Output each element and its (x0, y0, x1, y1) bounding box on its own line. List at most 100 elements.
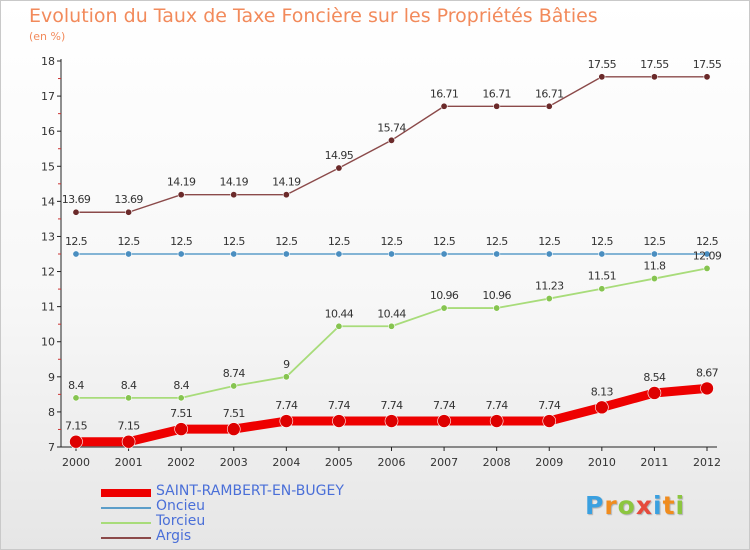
y-tick-label: 13 (41, 230, 55, 243)
data-point-saint-rambert-en-bugey (595, 400, 609, 415)
data-point-torcieu (440, 304, 448, 312)
data-label-torcieu: 11.23 (535, 280, 564, 293)
legend-label: Oncieu (156, 498, 205, 514)
data-label-torcieu: 8.4 (173, 379, 189, 392)
x-tick-label: 2001 (115, 456, 143, 469)
data-label-argis: 17.55 (588, 58, 617, 71)
data-label-argis: 15.74 (377, 121, 406, 134)
brand-letter: i (675, 491, 686, 520)
data-label-torcieu: 10.96 (482, 289, 511, 302)
x-tick-label: 2012 (693, 456, 721, 469)
data-point-torcieu (703, 264, 711, 272)
data-point-argis (282, 191, 290, 199)
data-point-torcieu (230, 382, 238, 390)
legend-label: Argis (156, 528, 192, 544)
x-tick-label: 2002 (167, 456, 195, 469)
data-point-saint-rambert-en-bugey (279, 414, 294, 428)
data-label-oncieu: 12.5 (65, 235, 88, 248)
data-label-argis: 16.71 (430, 87, 459, 100)
data-point-argis (650, 73, 658, 81)
data-point-torcieu (545, 295, 553, 303)
data-label-oncieu: 12.5 (170, 235, 193, 248)
data-label-oncieu: 12.5 (328, 235, 351, 248)
data-point-oncieu (440, 250, 448, 258)
data-point-saint-rambert-en-bugey (437, 414, 451, 428)
data-label-argis: 17.55 (693, 58, 722, 71)
data-point-saint-rambert-en-bugey (226, 422, 241, 436)
data-label-oncieu: 12.5 (275, 235, 298, 248)
legend-label: Torcieu (156, 513, 206, 529)
brand-letter: P (585, 491, 605, 520)
data-point-argis (125, 208, 133, 216)
data-label-torcieu: 10.44 (325, 307, 354, 320)
y-tick-label: 15 (41, 160, 55, 173)
data-point-saint-rambert-en-bugey (384, 414, 399, 428)
data-label-torcieu: 11.51 (588, 270, 617, 283)
data-point-argis (230, 191, 238, 199)
y-tick-label: 12 (41, 266, 55, 279)
chart-subtitle: (en %) (29, 30, 66, 43)
x-tick-label: 2004 (272, 456, 300, 469)
data-point-saint-rambert-en-bugey (174, 422, 188, 436)
data-label-argis: 16.71 (482, 87, 511, 100)
x-tick-label: 2008 (483, 456, 511, 469)
data-point-torcieu (125, 394, 133, 402)
legend-label: SAINT-RAMBERT-EN-BUGEY (156, 483, 344, 499)
data-label-argis: 13.69 (62, 193, 91, 206)
data-point-saint-rambert-en-bugey (542, 414, 557, 428)
data-point-argis (177, 191, 185, 199)
y-tick-label: 11 (41, 301, 55, 314)
x-tick-label: 2006 (378, 456, 406, 469)
data-label-argis: 13.69 (114, 193, 143, 206)
brand-logo: Proxiti (585, 491, 685, 520)
data-label-saint-rambert-en-bugey: 8.13 (591, 385, 614, 398)
data-label-oncieu: 12.5 (696, 235, 719, 248)
data-point-saint-rambert-en-bugey (332, 414, 346, 428)
data-point-argis (545, 102, 553, 110)
data-point-argis (440, 102, 448, 110)
data-label-torcieu: 12.09 (693, 249, 722, 262)
data-label-torcieu: 10.44 (377, 307, 406, 320)
legend-swatch (101, 537, 151, 539)
data-point-oncieu (335, 250, 343, 258)
brand-letter: o (617, 491, 636, 520)
data-label-torcieu: 8.4 (121, 379, 137, 392)
data-point-oncieu (703, 250, 711, 258)
data-label-oncieu: 12.5 (380, 235, 403, 248)
chart-title: Evolution du Taux de Taxe Foncière sur l… (29, 5, 598, 27)
data-point-torcieu (177, 394, 185, 402)
data-label-saint-rambert-en-bugey: 8.67 (696, 366, 719, 379)
data-point-oncieu (230, 250, 238, 258)
data-label-saint-rambert-en-bugey: 7.51 (223, 407, 245, 420)
y-tick-label: 17 (41, 90, 55, 103)
legend-swatch (101, 507, 151, 509)
data-label-argis: 16.71 (535, 87, 564, 100)
series-line-torcieu (75, 267, 708, 399)
data-point-oncieu (72, 250, 80, 258)
data-label-oncieu: 12.5 (643, 235, 666, 248)
data-label-argis: 14.19 (167, 176, 196, 189)
data-point-oncieu (598, 250, 606, 258)
data-point-argis (598, 73, 606, 81)
data-point-oncieu (387, 250, 395, 258)
y-tick-label: 9 (48, 371, 55, 384)
data-point-torcieu (335, 322, 343, 330)
brand-letter: x (635, 491, 653, 520)
legend-swatch (101, 489, 151, 497)
data-point-argis (493, 102, 501, 110)
y-tick-label: 10 (41, 336, 55, 349)
data-label-argis: 17.55 (640, 58, 669, 71)
data-point-argis (387, 136, 395, 144)
y-tick-label: 7 (48, 441, 55, 454)
data-point-oncieu (545, 250, 553, 258)
brand-letter: t (662, 491, 676, 520)
y-tick-label: 18 (41, 55, 55, 68)
data-point-torcieu (650, 275, 658, 283)
data-label-torcieu: 10.96 (430, 289, 459, 302)
y-tick-label: 14 (41, 195, 55, 208)
y-tick-label: 16 (41, 125, 55, 138)
data-point-oncieu (493, 250, 501, 258)
y-tick-label: 8 (48, 406, 55, 419)
data-label-saint-rambert-en-bugey: 7.74 (328, 399, 351, 412)
